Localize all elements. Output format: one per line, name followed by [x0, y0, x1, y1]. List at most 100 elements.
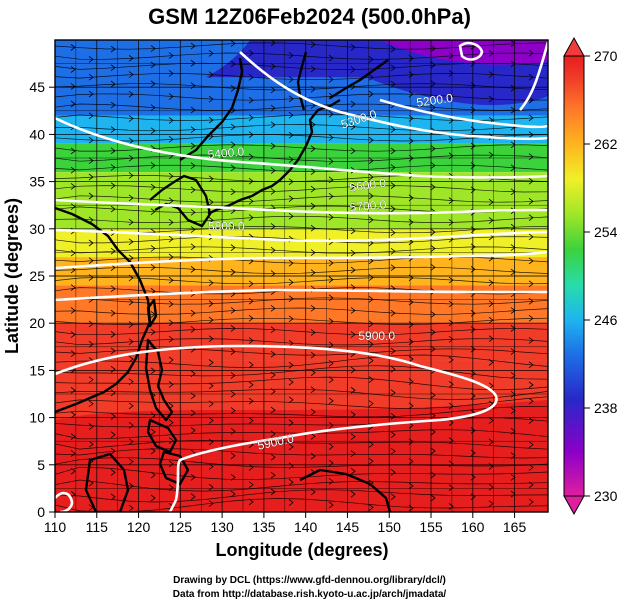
wind-arrow: [328, 397, 334, 405]
streamline: [55, 134, 548, 142]
streamline: [55, 277, 548, 285]
wind-arrow: [488, 217, 494, 224]
wind-arrow: [328, 110, 334, 118]
wind-arrow: [368, 74, 374, 81]
wind-arrow: [350, 467, 356, 475]
wind-arrow: [368, 112, 374, 119]
wind-arrow: [528, 114, 534, 122]
wind-arrow: [448, 402, 454, 410]
wind-arrow: [350, 100, 356, 108]
wind-arrow: [70, 147, 76, 155]
wind-arrow: [270, 326, 276, 334]
wind-arrow: [350, 331, 356, 338]
wind-arrow: [128, 482, 134, 490]
contour-label: 5200.0: [415, 91, 454, 110]
wind-arrow: [168, 437, 174, 444]
contour-5500: [55, 198, 548, 215]
streamline: [55, 317, 548, 325]
streamline: [55, 144, 548, 152]
wind-arrow: [270, 104, 276, 112]
x-tick-label: 110: [44, 519, 67, 535]
wind-arrow: [488, 151, 494, 159]
wind-arrow: [528, 153, 534, 161]
wind-arrow: [448, 437, 454, 444]
wind-arrow: [248, 297, 254, 305]
wind-arrow: [310, 65, 316, 73]
wind-arrow: [150, 162, 156, 169]
wind-arrow: [470, 226, 476, 233]
wind-arrow: [350, 490, 356, 498]
wind-arrow: [390, 493, 396, 501]
wind-arrow: [70, 350, 76, 357]
wind-arrow: [288, 52, 294, 59]
wind-arrow: [390, 347, 396, 355]
wind-arrow: [310, 185, 316, 193]
wind-arrow: [168, 93, 174, 100]
streamline: [55, 338, 548, 346]
wind-arrow: [310, 488, 316, 496]
wind-arrow: [128, 54, 134, 62]
wind-arrow: [208, 50, 214, 57]
wind-arrow: [488, 359, 494, 366]
colorbar-tick-label: 262: [594, 136, 618, 152]
wind-arrow: [368, 157, 374, 165]
wind-arrow: [448, 70, 454, 77]
wind-arrow: [70, 83, 76, 90]
wind-arrow: [168, 117, 174, 124]
coast-sakhalin: [296, 51, 308, 111]
wind-arrow: [230, 164, 236, 172]
contour-5400: [55, 116, 548, 179]
wind-arrow: [110, 80, 116, 88]
wind-arrow: [288, 478, 294, 486]
wind-arrow: [190, 126, 196, 133]
coast-korea: [149, 174, 212, 228]
wind-arrow: [110, 247, 116, 255]
wind-arrow: [88, 440, 94, 448]
wind-arrow: [350, 147, 356, 155]
wind-arrow: [288, 156, 294, 163]
y-tick-label: 40: [29, 126, 45, 142]
contour-5600: [55, 228, 548, 243]
warm-south: [55, 400, 548, 512]
wind-arrow: [70, 203, 76, 210]
wind-arrow: [528, 96, 534, 104]
wind-arrow: [430, 183, 436, 191]
wind-arrow: [350, 433, 356, 440]
wind-arrow: [390, 468, 396, 476]
wind-arrow: [128, 238, 134, 246]
colorbar: 270 262 254 246 238 230: [563, 36, 618, 516]
x-tick-label: 115: [86, 519, 109, 535]
wind-arrow: [528, 464, 534, 471]
wind-arrow: [288, 378, 294, 386]
streamline: [55, 388, 548, 400]
wind-arrow: [168, 335, 174, 343]
streamline: [55, 297, 548, 305]
contour-5200: [379, 98, 548, 129]
wind-arrow: [430, 494, 436, 502]
wind-arrow: [110, 469, 116, 476]
wind-arrow: [528, 257, 534, 265]
wind-arrow: [128, 218, 134, 226]
wind-arrow: [368, 216, 374, 224]
streamline: [55, 307, 548, 315]
wind-arrow: [208, 382, 214, 390]
wind-arrow: [150, 183, 156, 191]
wind-arrow: [470, 493, 476, 501]
contour-label: 5800.0: [208, 220, 245, 234]
cold-core: [380, 40, 548, 65]
coast-manchuria: [179, 57, 244, 162]
y-tick-label: 30: [29, 221, 45, 237]
wind-arrow: [128, 438, 134, 445]
wind-arrow: [88, 136, 94, 144]
wind-arrow: [310, 304, 316, 312]
wind-arrow: [528, 233, 534, 241]
streamline: [55, 83, 548, 91]
wind-arrow: [230, 452, 236, 460]
wind-arrow: [230, 372, 236, 379]
streamline: [55, 489, 548, 503]
x-tick-label: 150: [378, 519, 402, 535]
wind-arrow: [208, 151, 214, 159]
wind-arrow: [528, 361, 534, 369]
x-tick-label: 125: [169, 519, 193, 535]
wind-arrow: [390, 205, 396, 213]
